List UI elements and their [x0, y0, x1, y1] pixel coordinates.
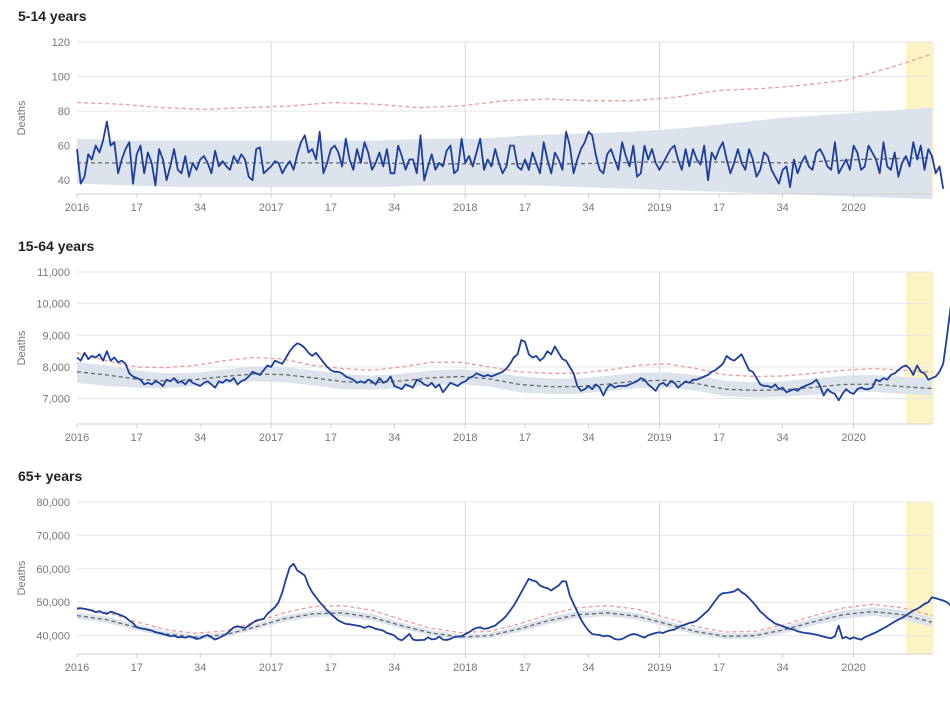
weekly-deaths-line: [76, 306, 950, 402]
baseline-band: [77, 362, 932, 398]
y-tick-label: 70,000: [36, 530, 70, 542]
x-tick-label: 2016: [65, 202, 89, 214]
y-tick-label: 60,000: [36, 564, 70, 576]
expected-deaths-line: [76, 610, 933, 638]
x-tick-label: 2019: [647, 432, 671, 444]
x-tick-label: 2019: [647, 662, 671, 674]
x-tick-label: 2018: [453, 202, 477, 214]
x-tick-label: 2017: [259, 662, 283, 674]
y-tick-label: 8,000: [42, 362, 70, 374]
x-tick-label: 17: [131, 202, 143, 214]
x-tick-label: 17: [713, 662, 725, 674]
weekly-deaths-line: [76, 562, 950, 642]
highlight-region: [905, 272, 934, 424]
x-tick-label: 17: [325, 432, 337, 444]
x-tick-label: 17: [325, 202, 337, 214]
x-tick-label: 2016: [65, 432, 89, 444]
x-tick-label: 34: [582, 662, 594, 674]
y-tick-label: 80: [58, 106, 70, 118]
y-tick-label: 7,000: [42, 394, 70, 406]
y-tick-label: 40,000: [36, 631, 70, 643]
x-tick-label: 2020: [841, 432, 865, 444]
x-tick-label: 17: [519, 202, 531, 214]
y-axis-label: Deaths: [16, 100, 28, 135]
x-tick-label: 2020: [841, 662, 865, 674]
x-tick-label: 17: [519, 662, 531, 674]
x-tick-label: 2016: [65, 662, 89, 674]
x-tick-label: 34: [582, 202, 594, 214]
chart-panel-15-64: 15-64 years 7,000 8,000 9,000 10,000 11,000 2…: [0, 230, 950, 460]
threshold-line: [76, 53, 933, 111]
x-tick-label: 34: [388, 432, 400, 444]
chart-svg-65-plus: 40,000 50,000 60,000 70,000 80,000 2016 17 34 20…: [16, 497, 950, 674]
expected-deaths-line: [76, 371, 933, 392]
y-tick-label: 80,000: [36, 497, 70, 509]
x-tick-label: 17: [713, 432, 725, 444]
y-tick-label: 100: [52, 72, 70, 84]
x-tick-label: 17: [519, 432, 531, 444]
threshold-line: [76, 603, 933, 634]
x-tick-label: 34: [777, 662, 789, 674]
x-tick-label: 2018: [453, 432, 477, 444]
highlight-region: [905, 502, 934, 654]
y-tick-label: 120: [52, 37, 70, 49]
y-axis-label: Deaths: [16, 560, 28, 595]
x-tick-label: 2018: [453, 662, 477, 674]
chart-svg-5-14: 40 60 80 100 120 2016 17 34 2017 17 34 2018 17 34 2019…: [16, 37, 945, 214]
chart-svg-15-64: 7,000 8,000 9,000 10,000 11,000 2016 17 34 2017 1…: [16, 267, 950, 444]
chart-title: 15-64 years: [18, 238, 95, 254]
y-tick-label: 9,000: [42, 330, 70, 342]
x-tick-label: 34: [194, 202, 206, 214]
y-tick-label: 10,000: [36, 299, 70, 311]
y-tick-label: 40: [58, 175, 70, 187]
x-tick-label: 34: [777, 432, 789, 444]
x-tick-label: 17: [713, 202, 725, 214]
y-axis-label: Deaths: [16, 330, 28, 365]
x-tick-label: 2020: [841, 202, 865, 214]
x-tick-label: 2019: [647, 202, 671, 214]
x-tick-label: 34: [388, 662, 400, 674]
x-tick-label: 34: [777, 202, 789, 214]
expected-deaths-line: [77, 157, 933, 165]
x-tick-label: 17: [131, 432, 143, 444]
x-tick-label: 34: [388, 202, 400, 214]
chart-title: 5-14 years: [18, 8, 87, 24]
baseline-band: [77, 607, 932, 640]
baseline-band: [77, 107, 932, 200]
y-tick-label: 60: [58, 141, 70, 153]
x-tick-label: 2017: [259, 432, 283, 444]
chart-panel-65-plus: 65+ years 40,000 50,000 60,000 70,000 80,000…: [0, 460, 950, 712]
x-tick-label: 17: [325, 662, 337, 674]
chart-panel-5-14: 5-14 years 40 60 80 100 120 2016 17 34 2017 17 34 2…: [0, 0, 950, 230]
x-tick-label: 34: [582, 432, 594, 444]
x-tick-label: 17: [131, 662, 143, 674]
y-tick-label: 11,000: [37, 267, 70, 279]
x-tick-label: 2017: [259, 202, 283, 214]
weekly-deaths-line: [76, 120, 945, 189]
x-tick-label: 34: [194, 432, 206, 444]
x-tick-label: 34: [194, 662, 206, 674]
chart-title: 65+ years: [18, 468, 83, 484]
y-tick-label: 50,000: [36, 597, 70, 609]
